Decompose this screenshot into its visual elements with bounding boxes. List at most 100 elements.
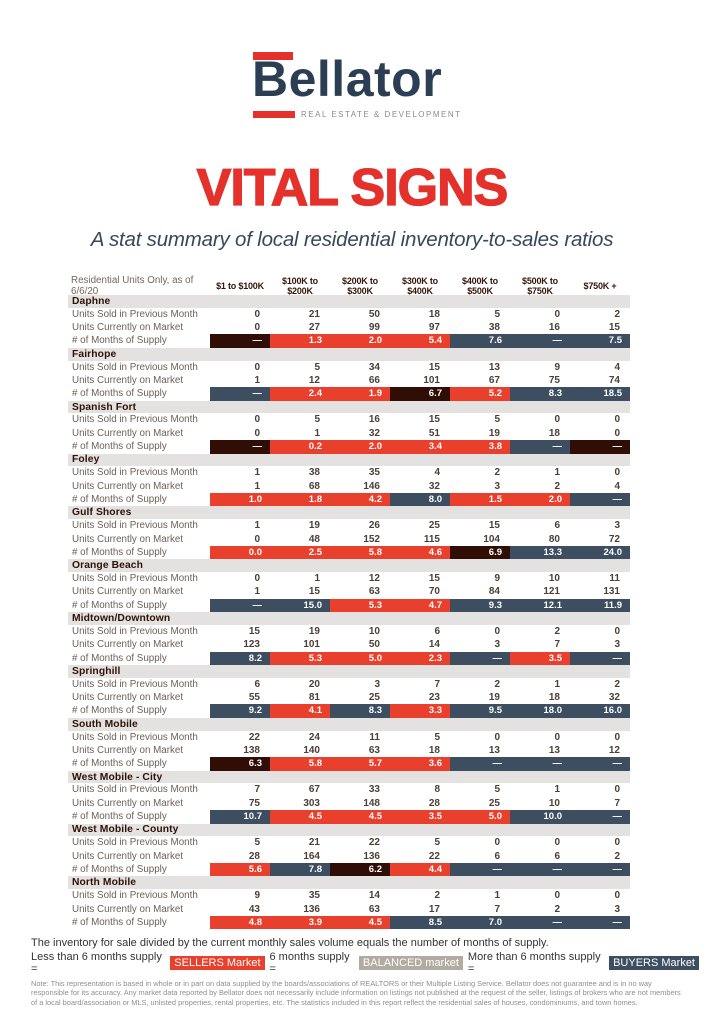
- units-market-cell: 7: [494, 903, 500, 915]
- section-name: North Mobile: [72, 877, 137, 889]
- table-column-headers: Residential Units Only, as of 6/6/20 $1 …: [68, 275, 630, 297]
- section-header: North Mobile: [68, 876, 630, 890]
- units-market-cell: 2: [554, 480, 560, 492]
- units-market-cell: 99: [368, 322, 380, 334]
- units-market-row: Units Currently on Market 123 101 50 14 3 7 3: [68, 638, 630, 651]
- units-sold-row: Units Sold in Previous Month 6 20 3 7 2 1 2: [68, 678, 630, 691]
- supply-cell-sellers: 5.3: [270, 651, 330, 666]
- units-market-cell: 140: [303, 744, 320, 756]
- section-name: Spanish Fort: [72, 401, 137, 413]
- units-market-cell: 70: [428, 586, 440, 598]
- units-sold-cell: 38: [308, 467, 320, 479]
- supply-cell-sellers: 5.6: [210, 863, 270, 877]
- units-market-cell: 152: [363, 533, 380, 545]
- row-label-units-sold: Units Sold in Previous Month: [72, 572, 198, 584]
- units-market-cell: 74: [608, 374, 620, 386]
- legend-chip-balanced: BALANCED market: [358, 956, 463, 970]
- units-market-cell: 23: [428, 692, 440, 704]
- supply-cell-buyers: 9.3: [450, 598, 510, 613]
- logo-tagline-row: REAL ESTATE & DEVELOPMENT: [253, 110, 462, 119]
- units-sold-cell: 0: [494, 625, 500, 637]
- row-label-units-sold: Units Sold in Previous Month: [72, 784, 198, 796]
- units-sold-cell: 0: [554, 414, 560, 426]
- supply-cell-buyers: 13.3: [510, 545, 570, 560]
- units-sold-cell: 14: [368, 890, 380, 902]
- units-sold-cell: 3: [614, 520, 620, 532]
- units-market-cell: 3: [614, 903, 620, 915]
- row-label-units-market: Units Currently on Market: [72, 903, 184, 915]
- units-sold-cell: 0: [254, 414, 260, 426]
- months-supply-row: # of Months of Supply 10.7 4.5 4.5 3.5 5.0 10.…: [68, 810, 630, 824]
- section-name: West Mobile - City: [72, 771, 163, 783]
- supply-cell-sellers: 2.0: [510, 493, 570, 507]
- units-sold-cell: 0: [614, 731, 620, 743]
- units-market-cell: 18: [428, 744, 440, 756]
- supply-cell-sellers: 1.0: [210, 493, 270, 507]
- units-market-cell: 51: [428, 427, 440, 439]
- column-header: $200K to $300K: [342, 275, 378, 296]
- supply-cell-sellers: 2.4: [270, 387, 330, 401]
- units-market-cell: 6: [554, 850, 560, 862]
- units-market-cell: 0: [254, 533, 260, 545]
- units-market-cell: 25: [488, 797, 500, 809]
- units-market-cell: 32: [428, 480, 440, 492]
- supply-cell-sellers: 5.8: [270, 757, 330, 771]
- row-label-units-sold: Units Sold in Previous Month: [72, 467, 198, 479]
- row-label-months-supply: # of Months of Supply: [72, 811, 167, 823]
- column-header: $500K to $750K: [522, 275, 558, 296]
- supply-cell-sellers: 5.7: [330, 757, 390, 771]
- row-label-units-sold: Units Sold in Previous Month: [72, 890, 198, 902]
- legend-chip-buyers: BUYERS Market: [609, 956, 699, 970]
- section-header: Orange Beach: [68, 559, 630, 572]
- supply-cell-buyers: 9.5: [450, 704, 510, 718]
- supply-cell-buyers: 8.5: [390, 915, 450, 930]
- supply-cell-buyers: —: [570, 757, 630, 771]
- units-market-cell: 19: [488, 692, 500, 704]
- supply-cell-sellers: 2.5: [270, 545, 330, 560]
- units-market-cell: 13: [488, 744, 500, 756]
- units-sold-row: Units Sold in Previous Month 9 35 14 2 1 0 0: [68, 889, 630, 902]
- supply-cell-buyers: 16.0: [570, 704, 630, 718]
- units-market-row: Units Currently on Market 43 136 63 17 7 2 3: [68, 903, 630, 916]
- units-sold-cell: 4: [614, 361, 620, 373]
- supply-explainer: The inventory for sale divided by the cu…: [31, 937, 549, 949]
- units-market-cell: 3: [494, 480, 500, 492]
- supply-cell-buyers: 7.8: [270, 863, 330, 877]
- units-sold-cell: 11: [369, 731, 380, 743]
- section-name: Midtown/Downtown: [72, 613, 171, 624]
- row-label-months-supply: # of Months of Supply: [72, 441, 167, 453]
- row-label-units-sold: Units Sold in Previous Month: [72, 520, 198, 532]
- months-supply-row: # of Months of Supply 6.3 5.8 5.7 3.6— — —: [68, 757, 630, 771]
- units-sold-cell: 15: [248, 625, 260, 637]
- units-sold-row: Units Sold in Previous Month 0 21 50 18 5 0 2: [68, 308, 630, 321]
- row-label-months-supply: # of Months of Supply: [72, 546, 167, 558]
- supply-cell-buyers: 7.0: [450, 915, 510, 930]
- column-header: $100K to $200K: [282, 275, 318, 296]
- supply-cell-buyers: 9.2: [210, 704, 270, 718]
- supply-cell-sellers: 3.6: [390, 757, 450, 771]
- supply-cell-sellers: 1.5: [450, 493, 510, 507]
- supply-cell-sellers: 4.1: [270, 704, 330, 718]
- column-header: $1 to $100K: [216, 280, 264, 291]
- row-label-units-market: Units Currently on Market: [72, 744, 184, 756]
- units-sold-cell: 0: [554, 308, 560, 320]
- units-market-cell: 28: [428, 797, 440, 809]
- units-market-cell: 25: [368, 692, 380, 704]
- units-sold-cell: 10: [368, 625, 380, 637]
- units-market-cell: 1: [254, 586, 260, 598]
- units-sold-cell: 0: [614, 467, 620, 479]
- units-sold-cell: 7: [254, 784, 260, 796]
- units-sold-cell: 7: [434, 678, 440, 690]
- supply-cell-buyers: 10.7: [210, 810, 270, 824]
- units-sold-cell: 2: [494, 467, 500, 479]
- units-sold-cell: 5: [434, 731, 440, 743]
- units-market-cell: 63: [368, 903, 380, 915]
- units-sold-cell: 26: [368, 520, 380, 532]
- units-sold-cell: 22: [368, 837, 380, 849]
- row-label-units-market: Units Currently on Market: [72, 639, 184, 651]
- units-sold-cell: 0: [614, 625, 620, 637]
- section-header: West Mobile - County: [68, 823, 630, 837]
- supply-cell-buyers: 18.5: [570, 387, 630, 401]
- supply-cell-buyers: 24.0: [570, 545, 630, 560]
- units-sold-cell: 19: [308, 520, 320, 532]
